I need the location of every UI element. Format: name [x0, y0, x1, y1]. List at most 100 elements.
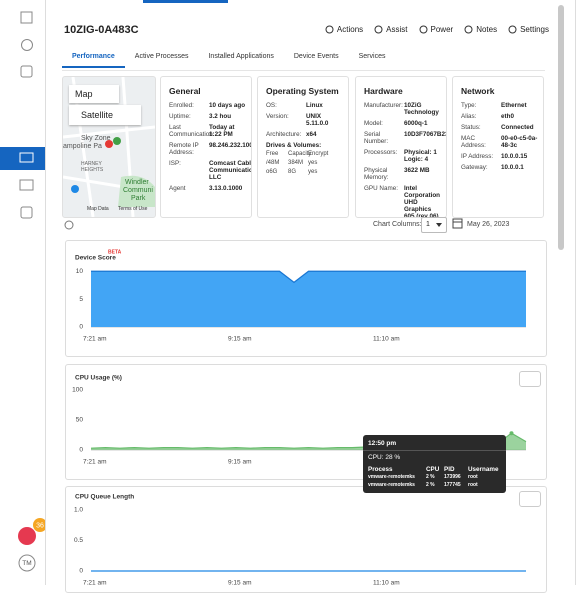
map-button[interactable]: Map: [69, 85, 119, 103]
tooltip-cell: vmware-remotemks: [368, 474, 415, 480]
line: [91, 270, 526, 284]
map-label: Communi: [123, 187, 153, 194]
park: [118, 175, 155, 207]
active-item[interactable]: [0, 147, 45, 170]
calendar-icon[interactable]: [452, 217, 464, 230]
info-row: Architecture: x64: [266, 131, 344, 138]
right-border: [575, 0, 576, 585]
drives-cell: Free: [266, 151, 279, 157]
info-value: 3.13.0.1000: [209, 185, 243, 192]
tooltip-cell: Process: [368, 466, 393, 473]
info-row: Remote IP Address: 98.246.232.100: [169, 142, 251, 156]
alert-button[interactable]: [519, 371, 541, 387]
info-row: Status: Connected: [461, 124, 539, 131]
drives-cell: /48M: [266, 160, 280, 166]
tab[interactable]: Active Processes: [134, 53, 189, 60]
info-label: OS:: [266, 102, 277, 109]
pin: [113, 137, 121, 145]
satellite-button[interactable]: Satellite: [69, 105, 141, 125]
map-label: Sky Zone: [81, 135, 111, 142]
x-tick-label: 9:15 am: [228, 336, 252, 343]
action[interactable]: Notes: [464, 25, 497, 34]
tooltip-cell: 173996: [444, 474, 461, 480]
map: [63, 77, 155, 217]
avatar[interactable]: [18, 554, 36, 572]
action[interactable]: Settings: [508, 25, 549, 34]
action[interactable]: Power: [419, 25, 453, 34]
action[interactable]: Assist: [374, 25, 408, 34]
tab[interactable]: Performance: [62, 53, 125, 68]
info-label: Manufacturer:: [364, 102, 403, 109]
top-indicator: [143, 0, 228, 3]
card-title: Network: [461, 86, 495, 96]
tooltip-cell: 2 %: [426, 474, 435, 480]
action-icon: [508, 25, 517, 34]
badge-count: 36: [36, 522, 44, 529]
action[interactable]: Actions: [325, 25, 363, 34]
card-title: General: [169, 86, 201, 96]
chart-title: CPU Usage (%): [75, 375, 122, 382]
pin: [105, 140, 113, 148]
icon[interactable]: [19, 179, 34, 191]
scrollbar[interactable]: [558, 5, 564, 250]
y-tick-label: 0: [79, 447, 83, 454]
tooltip-time: 12:50 pm: [368, 440, 397, 447]
x-tick-label: 11:10 am: [373, 336, 400, 343]
drives-cell: 384M: [288, 160, 304, 166]
chart-columns-select[interactable]: 1: [421, 217, 447, 233]
avatar-initials: TM: [22, 560, 31, 567]
info-row: Version: UNIX 5.11.0.0: [266, 113, 344, 127]
card-title: Hardware: [364, 86, 403, 96]
info-row: GPU Name: Intel Corporation UHD Graphics …: [364, 185, 442, 217]
chart-title: Device Score: [75, 255, 116, 262]
alert-button[interactable]: [519, 491, 541, 507]
info-value: 10 days ago: [209, 102, 246, 109]
icon[interactable]: [20, 206, 33, 219]
tooltip-line: [363, 450, 506, 451]
info-value: 10D3F7067B2310: [404, 131, 446, 138]
y-tick-label: 0: [79, 324, 83, 331]
date[interactable]: May 26, 2023: [467, 221, 510, 228]
drives-title: Drives & Volumes:: [266, 142, 322, 149]
drives-cell: Encrypt: [308, 151, 329, 157]
drives-cell: yes: [308, 169, 318, 175]
info-value: 6000q-1: [404, 120, 428, 127]
info-card: Network Type: Ethernet Alias: eth0 Status: Con…: [452, 76, 544, 218]
tab[interactable]: Installed Applications: [208, 53, 274, 60]
map-footer[interactable]: Terms of Use: [118, 206, 148, 212]
map-label: HARNEY HEIGHTS: [81, 161, 104, 173]
x-tick-label: 7:21 am: [83, 580, 107, 587]
y-tick-label: 1.0: [74, 507, 83, 514]
icon[interactable]: [21, 39, 33, 51]
tooltip-cell: root: [468, 474, 478, 480]
info-row: Type: Ethernet: [461, 102, 539, 109]
info-label: Status:: [461, 124, 481, 131]
tooltip: 12:50 pm CPU: 28 % Process CPU PID Username…: [363, 435, 506, 493]
tab[interactable]: Device Events: [293, 53, 339, 60]
y-tick-label: 0.5: [74, 537, 83, 544]
hover-point: [509, 431, 514, 436]
pin: [71, 185, 79, 193]
icon[interactable]: [20, 11, 33, 24]
info-value: 3.2 hou: [209, 113, 232, 120]
info-value: 10ZiG Technology: [404, 102, 439, 116]
info-row: Last Communication: Today at 1:22 PM: [169, 124, 247, 138]
chart-panel: Device Score BETA 0 5 10 7:21 am 9:15 am 11:10 …: [65, 240, 547, 357]
info-value: Today at 1:22 PM: [209, 124, 235, 138]
chart: CPU Queue Length 0 0.5 1.0 7:21 am 9:15 am 11:…: [74, 494, 526, 587]
tooltip-cell: vmware-remotemks: [368, 482, 415, 488]
info-label: Gateway:: [461, 164, 488, 171]
icon[interactable]: [20, 65, 33, 78]
actions: Actions Assist Power Notes Settings: [325, 25, 549, 34]
info-label: Model:: [364, 120, 383, 127]
info-value: UNIX 5.11.0.0: [306, 113, 329, 127]
info-row: Serial Number: 10D3F7067B2310: [364, 131, 446, 145]
sidebar: 36 TM: [0, 0, 47, 585]
action-label: Actions: [336, 25, 364, 34]
avatar-alert[interactable]: [18, 527, 36, 545]
info-label: Remote IP Address:: [169, 142, 199, 156]
info-row: Model: 6000q-1: [364, 120, 442, 127]
info-icon[interactable]: [62, 218, 76, 232]
tab[interactable]: Services: [358, 53, 386, 60]
